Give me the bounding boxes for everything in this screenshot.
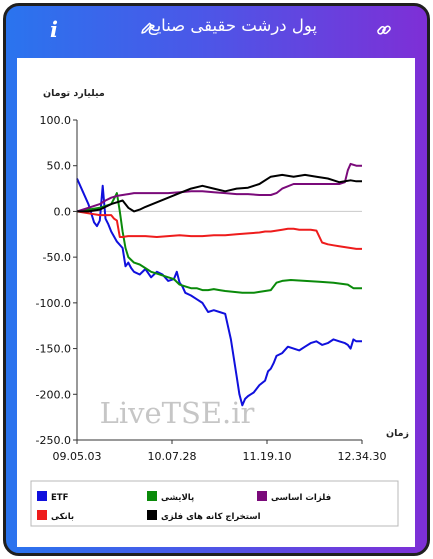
watermark: LiveTSE.ir: [100, 396, 255, 430]
legend-swatch: [257, 491, 267, 501]
series-line-2: [76, 192, 362, 294]
x-tick-label: 10.07.28: [148, 450, 197, 463]
y-tick-label: 100.0: [40, 114, 72, 127]
legend-label: ETF: [51, 493, 69, 503]
y-tick-label: 0.0: [54, 205, 72, 218]
x-axis-label: زمان: [386, 428, 409, 439]
x-tick-label: 12.34.30: [338, 450, 387, 463]
legend-label: بانکی: [51, 512, 74, 522]
info-icon[interactable]: i: [50, 17, 58, 42]
chart-panel: میلیارد تومان زمان LiveTSE.ir 100.0 50.0 0…: [17, 58, 415, 547]
series-line-1: [76, 178, 362, 407]
widget-header: i پول درشت حقیقی صنایع: [6, 6, 427, 58]
y-tick-label: 50.0: [47, 160, 72, 173]
widget-title: پول درشت حقیقی صنایع: [147, 16, 317, 35]
y-axis-label: میلیارد تومان: [43, 88, 105, 99]
y-tick-label: -100.0: [36, 297, 71, 310]
y-tick-label: -250.0: [36, 434, 71, 447]
legend-swatch: [37, 491, 47, 501]
legend-swatch: [37, 510, 47, 520]
y-tick-label: -150.0: [36, 343, 71, 356]
legend-swatch: [147, 510, 157, 520]
series-line-4: [76, 210, 362, 250]
pencil-icon[interactable]: [140, 21, 154, 35]
x-tick-label: 09.05.03: [53, 450, 102, 463]
money-flow-chart: میلیارد تومان زمان LiveTSE.ir 100.0 50.0 0…: [30, 88, 409, 527]
legend-label: استخراج کانه های فلزی: [161, 512, 261, 522]
y-tick-label: -200.0: [36, 388, 71, 401]
legend-box: [30, 480, 399, 527]
y-tick-label: -50.0: [43, 251, 71, 264]
series-line-3: [76, 162, 362, 213]
legend-swatch: [147, 491, 157, 501]
series-line-5: [77, 173, 362, 213]
widget-card: i پول درشت حقیقی صنایع میلیارد تومان زما…: [3, 3, 430, 556]
link-icon[interactable]: [376, 22, 392, 38]
x-tick-label: 11.19.10: [243, 450, 292, 463]
legend-label: فلزات اساسی: [271, 493, 331, 503]
legend-label: پالایشی: [161, 493, 194, 503]
